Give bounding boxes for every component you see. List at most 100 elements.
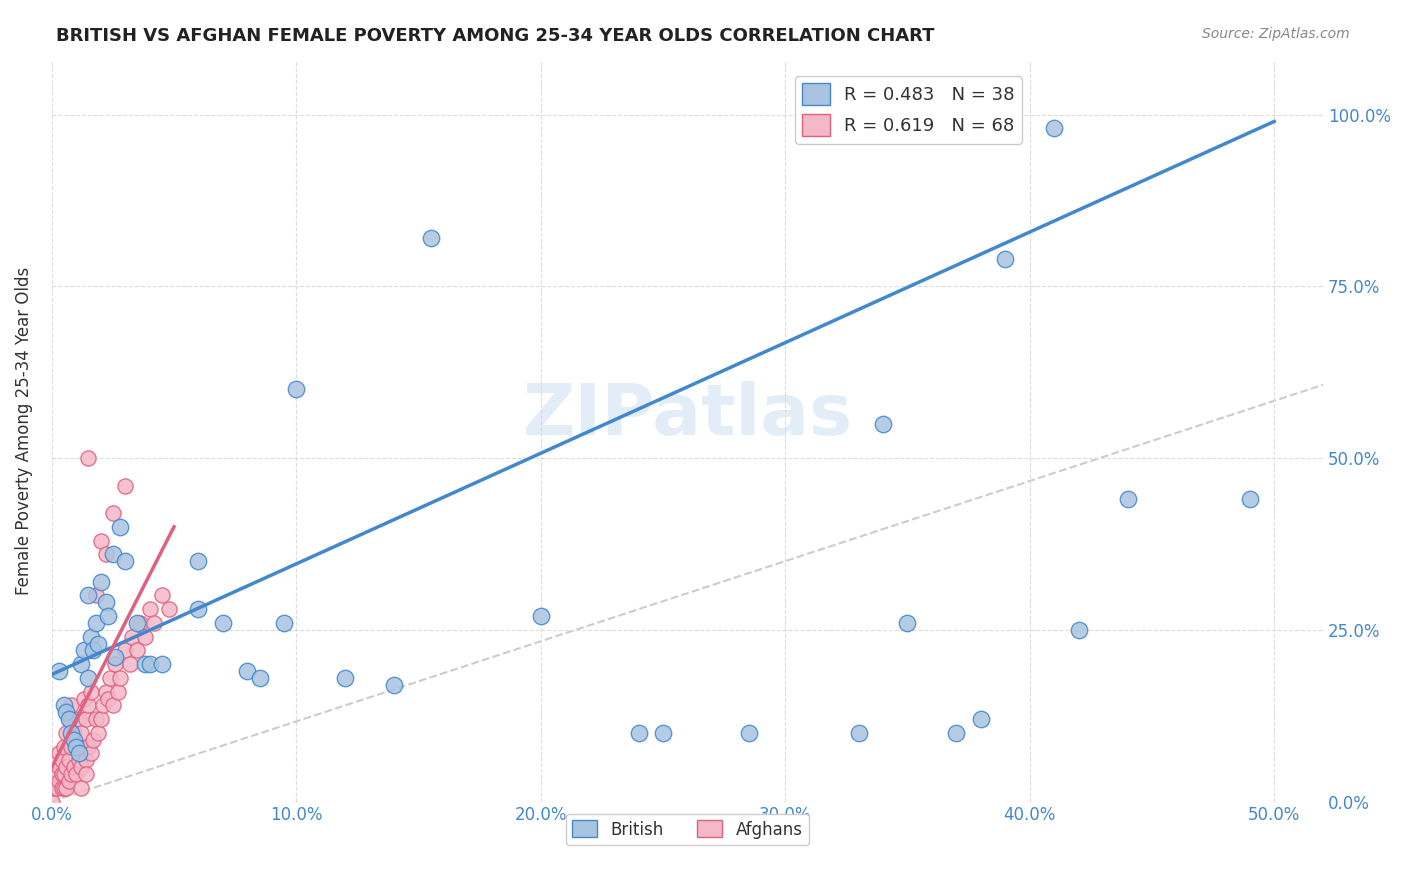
- Point: [100, 671, 122, 685]
- Point: [187, 554, 209, 568]
- Point: [70, 726, 93, 740]
- Point: [62, 726, 84, 740]
- Point: [67, 747, 90, 761]
- Point: [94, 595, 117, 609]
- Text: Source: ZipAtlas.com: Source: ZipAtlas.com: [1202, 27, 1350, 41]
- Point: [333, 671, 356, 685]
- Point: [872, 417, 894, 431]
- Point: [70, 780, 93, 795]
- Point: [121, 630, 143, 644]
- Point: [65, 767, 87, 781]
- Point: [945, 726, 967, 740]
- Point: [53, 780, 76, 795]
- Point: [70, 760, 93, 774]
- Point: [58, 774, 80, 789]
- Point: [53, 739, 76, 754]
- Legend: British, Afghans: British, Afghans: [565, 814, 810, 846]
- Point: [1116, 492, 1139, 507]
- Point: [48, 747, 70, 761]
- Point: [77, 451, 100, 466]
- Point: [94, 547, 117, 561]
- Point: [80, 747, 103, 761]
- Point: [97, 609, 120, 624]
- Point: [118, 657, 141, 672]
- Point: [72, 691, 94, 706]
- Point: [108, 671, 131, 685]
- Point: [41, 795, 63, 809]
- Point: [58, 712, 80, 726]
- Point: [62, 732, 84, 747]
- Point: [994, 121, 1017, 136]
- Point: [104, 657, 127, 672]
- Point: [84, 589, 107, 603]
- Point: [143, 615, 166, 630]
- Point: [84, 712, 107, 726]
- Point: [60, 698, 83, 713]
- Point: [90, 712, 112, 726]
- Point: [104, 650, 127, 665]
- Point: [627, 726, 650, 740]
- Point: [101, 698, 124, 713]
- Point: [48, 774, 70, 789]
- Point: [51, 780, 73, 795]
- Text: BRITISH VS AFGHAN FEMALE POVERTY AMONG 25-34 YEAR OLDS CORRELATION CHART: BRITISH VS AFGHAN FEMALE POVERTY AMONG 2…: [56, 27, 935, 45]
- Point: [134, 657, 156, 672]
- Point: [65, 739, 87, 754]
- Point: [101, 506, 124, 520]
- Point: [187, 602, 209, 616]
- Point: [90, 574, 112, 589]
- Point: [80, 684, 103, 698]
- Point: [101, 547, 124, 561]
- Point: [94, 684, 117, 698]
- Point: [60, 767, 83, 781]
- Point: [55, 760, 77, 774]
- Point: [114, 478, 136, 492]
- Point: [53, 698, 76, 713]
- Point: [249, 671, 271, 685]
- Point: [285, 383, 308, 397]
- Point: [75, 712, 97, 726]
- Point: [91, 698, 114, 713]
- Point: [82, 732, 104, 747]
- Text: ZIPatlas: ZIPatlas: [523, 381, 852, 450]
- Point: [70, 657, 93, 672]
- Point: [896, 615, 918, 630]
- Point: [44, 780, 66, 795]
- Point: [970, 121, 993, 136]
- Point: [45, 767, 67, 781]
- Point: [157, 602, 180, 616]
- Point: [51, 767, 73, 781]
- Point: [82, 643, 104, 657]
- Point: [84, 615, 107, 630]
- Point: [652, 726, 675, 740]
- Point: [848, 726, 870, 740]
- Point: [65, 739, 87, 754]
- Point: [87, 726, 110, 740]
- Point: [107, 684, 129, 698]
- Point: [87, 636, 110, 650]
- Point: [67, 712, 90, 726]
- Point: [60, 739, 83, 754]
- Point: [97, 691, 120, 706]
- Point: [236, 664, 259, 678]
- Point: [45, 780, 67, 795]
- Point: [90, 533, 112, 548]
- Point: [80, 630, 103, 644]
- Point: [1067, 623, 1090, 637]
- Point: [212, 615, 235, 630]
- Point: [1239, 492, 1261, 507]
- Point: [114, 554, 136, 568]
- Point: [108, 520, 131, 534]
- Point: [60, 726, 83, 740]
- Point: [55, 706, 77, 720]
- Point: [127, 615, 149, 630]
- Point: [55, 726, 77, 740]
- Point: [58, 712, 80, 726]
- Point: [994, 252, 1017, 266]
- Point: [48, 664, 70, 678]
- Y-axis label: Female Poverty Among 25-34 Year Olds: Female Poverty Among 25-34 Year Olds: [15, 267, 32, 595]
- Point: [382, 678, 405, 692]
- Point: [77, 589, 100, 603]
- Point: [55, 780, 77, 795]
- Point: [67, 753, 90, 767]
